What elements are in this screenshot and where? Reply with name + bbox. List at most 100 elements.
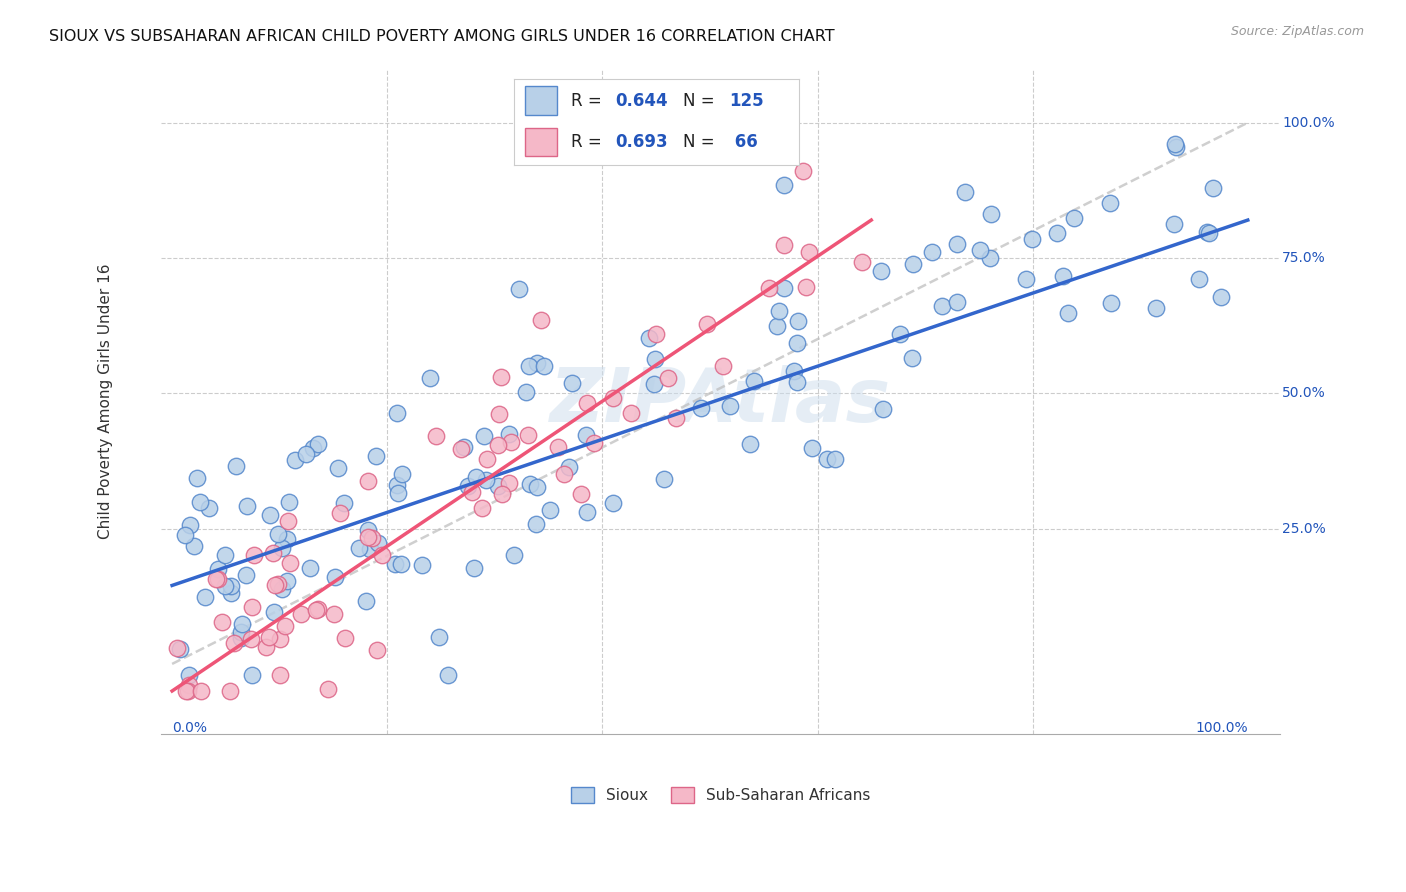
Point [425,429,447,443]
Point [1057,306,1080,320]
Point [225,459,247,474]
Text: 0.0%: 0.0% [172,721,207,735]
Point [259,630,281,644]
Point [240,600,263,615]
Point [768,303,790,318]
Point [558,460,581,475]
Point [176,684,198,698]
Point [273,619,295,633]
Point [644,352,666,367]
Point [1015,272,1038,286]
Point [326,460,349,475]
Point [472,429,495,443]
Point [696,317,718,331]
Point [270,541,292,555]
Text: 100.0%: 100.0% [1282,116,1334,129]
Point [359,541,381,556]
Point [463,561,485,575]
Point [794,280,817,294]
Point [307,602,329,616]
Point [179,518,201,533]
Point [711,359,734,373]
Point [427,630,450,644]
Point [553,467,575,481]
Point [366,450,388,464]
Point [643,377,665,392]
Point [773,178,796,193]
Point [271,582,294,596]
Point [665,411,688,425]
Text: Source: ZipAtlas.com: Source: ZipAtlas.com [1230,25,1364,38]
Point [267,526,290,541]
Point [198,500,221,515]
Point [366,642,388,657]
Point [243,548,266,562]
Point [231,617,253,632]
Point [575,427,598,442]
Text: 50.0%: 50.0% [1282,386,1326,401]
Point [384,558,406,572]
Point [815,452,838,467]
Point [174,528,197,542]
Point [269,632,291,647]
Point [524,516,547,531]
Point [239,632,262,646]
Point [1202,180,1225,194]
Point [824,452,846,467]
Point [169,642,191,657]
Point [387,406,409,420]
Point [645,327,668,342]
Point [305,603,328,617]
Point [387,486,409,500]
Point [576,505,599,519]
Point [284,453,307,467]
Point [491,486,513,500]
Point [1198,226,1220,240]
Point [333,496,356,510]
Point [347,541,370,555]
Point [1197,225,1219,239]
Point [295,447,318,461]
Point [166,640,188,655]
Point [744,374,766,388]
Point [460,485,482,500]
Point [519,477,541,491]
Text: Child Poverty Among Girls Under 16: Child Poverty Among Girls Under 16 [98,264,112,539]
Point [561,376,583,391]
Point [367,536,389,550]
Point [475,451,498,466]
Point [450,442,472,456]
Point [186,471,208,485]
Point [1052,269,1074,284]
Point [503,548,526,562]
Point [758,281,780,295]
Text: 75.0%: 75.0% [1282,251,1326,265]
Point [508,282,530,296]
Point [921,245,943,260]
Point [602,496,624,510]
Point [219,579,242,593]
Point [547,440,569,454]
Point [263,605,285,619]
Point [276,574,298,589]
Point [786,314,808,328]
Point [1021,231,1043,245]
Point [489,369,512,384]
Point [322,607,344,622]
Point [738,436,761,450]
Point [174,684,197,698]
Point [979,251,1001,265]
Point [517,359,540,373]
Point [515,384,537,399]
Point [323,569,346,583]
Point [1163,217,1185,231]
Point [602,392,624,406]
Point [969,243,991,257]
Point [516,428,538,442]
Point [218,684,240,698]
Point [205,572,228,586]
Point [901,351,924,366]
Point [718,399,741,413]
Point [569,487,592,501]
Point [329,507,352,521]
